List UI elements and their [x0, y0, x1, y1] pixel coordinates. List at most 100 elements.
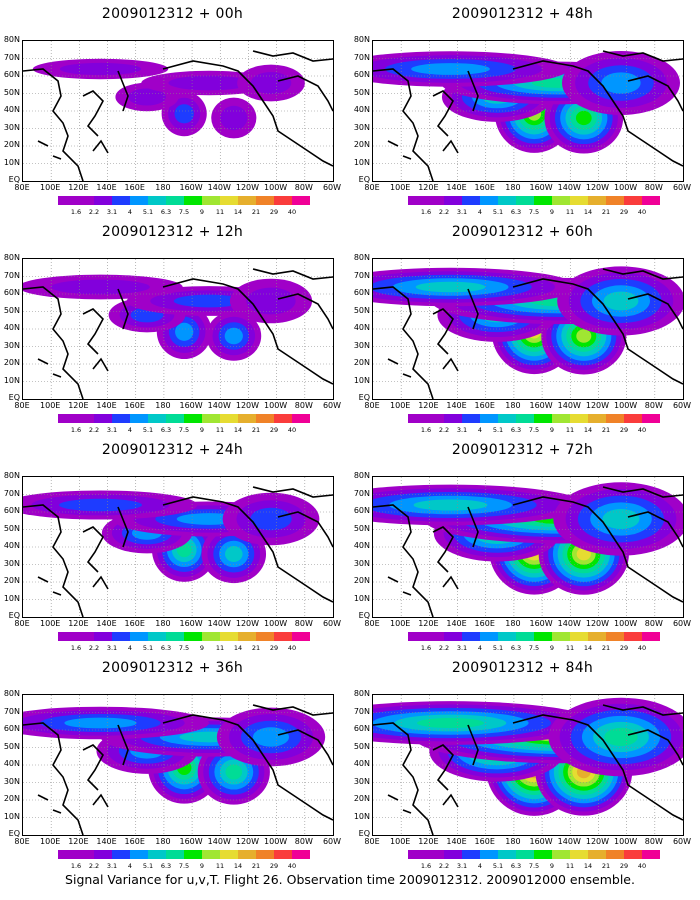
latitude-label: 50N [353, 305, 370, 315]
colorbar-swatch [76, 414, 94, 423]
colorbar-swatch [606, 196, 624, 205]
variance-shading [174, 104, 194, 124]
longitude-label: 100W [614, 619, 638, 628]
variance-map [372, 258, 684, 400]
variance-shading [220, 105, 248, 131]
colorbar [408, 632, 660, 641]
colorbar-swatch [498, 414, 516, 423]
colorbar-label: 11 [215, 426, 225, 434]
colorbar-swatch [220, 850, 238, 859]
latitude-label: 20N [3, 576, 20, 585]
variance-shading [250, 507, 292, 531]
longitude-label: 160W [529, 183, 553, 192]
colorbar-swatch [642, 632, 660, 641]
colorbar-label: 2.2 [438, 862, 450, 870]
longitude-label: 80W [644, 183, 663, 192]
longitude-label: 60W [672, 401, 692, 410]
colorbar-label: 3.1 [456, 644, 468, 652]
colorbar-label: 14 [233, 426, 243, 434]
longitude-label: 160E [124, 619, 145, 628]
variance-map [372, 694, 684, 836]
longitude-label: 160W [179, 619, 203, 628]
colorbar-swatch [462, 414, 480, 423]
variance-map [22, 40, 334, 182]
colorbar-label: 1.6 [420, 862, 432, 870]
latitude-label: 80N [3, 471, 20, 480]
variance-shading [252, 727, 290, 747]
colorbar-swatch [130, 632, 148, 641]
colorbar-swatch [408, 632, 426, 641]
colorbar-swatch [642, 850, 660, 859]
longitude-label: 180 [155, 837, 171, 846]
colorbar-swatch [426, 414, 444, 423]
colorbar-swatch [238, 850, 256, 859]
latitude-label: 50N [353, 523, 370, 533]
colorbar-label: 29 [269, 208, 279, 216]
longitude-label: 80E [364, 183, 380, 192]
colorbar-swatch [184, 196, 202, 205]
coastline [373, 268, 683, 399]
colorbar-swatch [570, 632, 588, 641]
colorbar-swatch [58, 196, 76, 205]
colorbar-swatch [462, 632, 480, 641]
colorbar-label: 3.1 [456, 208, 468, 216]
longitude-label: 160W [179, 183, 203, 192]
longitude-label: 120W [585, 619, 610, 628]
panel-title: 2009012312 + 72h [451, 442, 594, 458]
colorbar-swatch [408, 850, 426, 859]
latitude-label: 70N [353, 270, 370, 280]
variance-shading [602, 508, 640, 530]
panel-title: 2009012312 + 24h [101, 442, 244, 458]
longitude-label: 100W [614, 401, 638, 410]
colorbar-swatch [552, 196, 570, 205]
longitude-label: 160W [179, 837, 203, 846]
colorbar-swatch [624, 850, 642, 859]
colorbar-label: 5.1 [142, 426, 154, 434]
longitude-label: 140E [446, 837, 467, 846]
longitude-labels: 80E 100E 120E 140E 160E 180 160W 140W 120W 100W 80… [14, 619, 341, 629]
longitude-label: 160E [124, 183, 145, 192]
longitude-label: 80W [644, 401, 663, 410]
figure-caption: Signal Variance for u,v,T. Flight 26. Ob… [65, 872, 635, 887]
forecast-panel: 2009012312 + 72h 80N 70N 60N 50N 40N 30N 20N 10N… [350, 436, 695, 656]
colorbar-label: 6.3 [160, 208, 172, 216]
colorbar-swatch [480, 632, 498, 641]
longitude-label: 120W [585, 837, 610, 846]
latitude-label: 10N [3, 593, 20, 603]
latitude-label: 20N [353, 794, 370, 803]
latitude-label: 10N [353, 375, 370, 385]
latitude-label: 70N [353, 706, 370, 716]
colorbar-swatch [220, 196, 238, 205]
colorbar-swatch [642, 196, 660, 205]
latitude-label: 30N [353, 776, 370, 786]
colorbar-swatch [462, 850, 480, 859]
colorbar-label: 29 [269, 644, 279, 652]
colorbar-label: 40 [287, 644, 297, 652]
longitude-label: 120E [68, 401, 89, 410]
latitude-label: 70N [3, 488, 20, 498]
colorbar-label: 40 [287, 426, 297, 434]
colorbar-swatch [112, 414, 130, 423]
colorbar-swatch [220, 414, 238, 423]
latitude-label: 60N [353, 724, 370, 733]
colorbar-swatch [184, 850, 202, 859]
colorbar-label: 40 [637, 644, 647, 652]
longitude-label: 100E [40, 401, 61, 410]
longitude-label: 180 [505, 183, 521, 192]
variance-shading [413, 499, 488, 511]
colorbar-swatch [426, 850, 444, 859]
latitude-label: 30N [3, 340, 20, 350]
colorbar-swatch [498, 850, 516, 859]
variance-shading [224, 327, 243, 345]
longitude-labels: 80E 100E 120E 140E 160E 180 160W 140W 120W 100W 80… [364, 183, 691, 193]
colorbar-labels: 1.6 2.2 3.1 4 5.1 6.3 7.5 9 11 14 21 29 40 [58, 208, 328, 217]
latitude-label: EQ [358, 611, 370, 620]
colorbar-label: 4 [127, 426, 133, 434]
colorbar-swatch [426, 196, 444, 205]
colorbar-swatch [76, 632, 94, 641]
colorbar-label: 3.1 [456, 426, 468, 434]
colorbar-swatch [166, 632, 184, 641]
colorbar-labels: 1.6 2.2 3.1 4 5.1 6.3 7.5 9 11 14 21 29 40 [58, 426, 328, 435]
longitude-label: 100W [264, 837, 288, 846]
variance-shading [64, 717, 137, 729]
